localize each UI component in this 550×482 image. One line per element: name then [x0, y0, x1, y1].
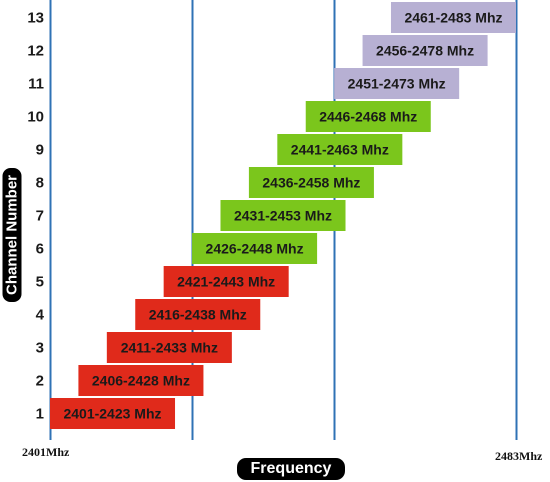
bar-channel-6 [192, 233, 318, 264]
y-tick-3: 3 [36, 340, 44, 357]
y-tick-9: 9 [36, 142, 44, 159]
y-tick-13: 13 [27, 10, 44, 27]
bar-channel-9 [277, 134, 403, 165]
bar-label-channel-9: 2441-2463 Mhz [291, 142, 389, 158]
bar-channel-5 [163, 266, 289, 297]
bar-label-channel-7: 2431-2453 Mhz [234, 208, 332, 224]
bar-channel-2 [78, 365, 204, 396]
bar-label-channel-3: 2411-2433 Mhz [121, 340, 218, 356]
bar-channel-11 [334, 68, 460, 99]
y-tick-7: 7 [36, 208, 44, 225]
bar-label-channel-4: 2416-2438 Mhz [149, 307, 247, 323]
bar-channel-3 [106, 332, 232, 363]
y-axis-title: Channel Number [0, 150, 24, 320]
y-tick-1: 1 [36, 406, 44, 423]
bar-channel-12 [362, 35, 488, 66]
x-edge-label-right: 2483Mhz [495, 449, 543, 463]
y-tick-12: 12 [27, 43, 44, 60]
bar-label-channel-6: 2426-2448 Mhz [206, 241, 304, 257]
bar-label-channel-10: 2446-2468 Mhz [319, 109, 417, 125]
bar-channel-8 [248, 167, 374, 198]
bar-label-channel-12: 2456-2478 Mhz [376, 43, 474, 59]
bar-channel-7 [220, 200, 346, 231]
bar-label-channel-1: 2401-2423 Mhz [63, 406, 161, 422]
bar-label-channel-5: 2421-2443 Mhz [177, 274, 275, 290]
y-tick-10: 10 [27, 109, 44, 126]
x-edge-label-left: 2401Mhz [22, 445, 70, 459]
bar-channel-1 [50, 398, 176, 429]
y-tick-2: 2 [36, 373, 44, 390]
bar-channel-10 [305, 101, 431, 132]
bar-label-channel-2: 2406-2428 Mhz [92, 373, 190, 389]
y-axis-title-text: Channel Number [2, 167, 22, 303]
bar-label-channel-11: 2451-2473 Mhz [348, 76, 446, 92]
y-tick-4: 4 [36, 307, 45, 324]
bar-channel-4 [135, 299, 261, 330]
bar-label-channel-8: 2436-2458 Mhz [262, 175, 360, 191]
bar-label-channel-13: 2461-2483 Mhz [404, 10, 502, 26]
y-tick-8: 8 [36, 175, 44, 192]
y-tick-5: 5 [36, 274, 44, 291]
y-tick-6: 6 [36, 241, 44, 258]
bar-channel-13 [390, 2, 516, 33]
y-tick-11: 11 [28, 76, 44, 93]
x-axis-title: Frequency [237, 458, 345, 480]
